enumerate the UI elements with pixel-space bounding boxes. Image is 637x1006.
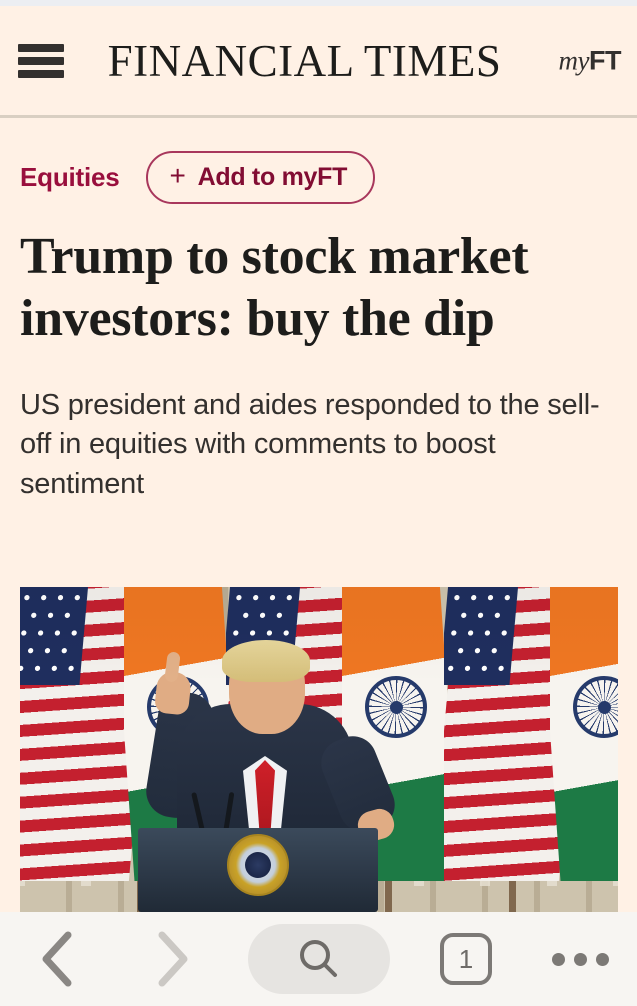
hamburger-bar: [18, 56, 64, 65]
ellipsis-dot: [573, 952, 587, 966]
red-tie: [255, 760, 275, 848]
add-to-myft-button[interactable]: + Add to myFT: [145, 151, 376, 204]
myft-my-text: my: [558, 45, 590, 75]
tabs-button[interactable]: 1: [435, 928, 497, 990]
plus-icon: +: [169, 160, 186, 191]
myft-logo[interactable]: myFT: [558, 45, 622, 75]
chevron-left-icon: [42, 931, 72, 987]
back-button[interactable]: [26, 928, 88, 990]
chevron-right-icon: [158, 931, 188, 987]
podium: [138, 828, 378, 912]
us-stars: [20, 587, 89, 685]
ellipsis-dot: [595, 952, 609, 966]
us-stars: [444, 587, 519, 685]
hamburger-bar: [18, 43, 64, 52]
myft-ft-text: FT: [589, 45, 622, 75]
ellipsis-dot: [551, 952, 565, 966]
presidential-seal-icon: [227, 834, 289, 896]
ft-masthead-logo[interactable]: FINANCIAL TIMES: [107, 35, 502, 86]
status-strip: [0, 0, 637, 6]
india-flag: [342, 587, 450, 881]
us-canton: [444, 587, 519, 685]
browser-toolbar: 1: [0, 912, 637, 1006]
tab-count-badge: 1: [440, 933, 492, 985]
add-to-myft-label: Add to myFT: [197, 162, 348, 191]
site-header: FINANCIAL TIMES myFT: [0, 6, 637, 118]
topic-row: Equities + Add to myFT: [0, 121, 637, 204]
search-icon: [300, 940, 337, 977]
hamburger-bar: [18, 69, 64, 78]
topic-label-equities[interactable]: Equities: [20, 162, 120, 192]
article-container: Equities + Add to myFT Trump to stock ma…: [0, 121, 637, 504]
search-address-button[interactable]: [248, 924, 390, 994]
hamburger-menu-icon[interactable]: [18, 41, 64, 81]
hair: [222, 640, 310, 682]
ashoka-chakra-icon: [365, 676, 427, 738]
forward-button[interactable]: [142, 928, 204, 990]
us-canton: [20, 587, 89, 685]
photo-scene: [20, 587, 618, 912]
india-flag: [550, 587, 618, 881]
article-standfirst: US president and aides responded to the …: [20, 388, 600, 500]
ashoka-chakra-icon: [573, 676, 618, 738]
article-lead-image[interactable]: [20, 587, 618, 912]
more-menu-button[interactable]: [545, 928, 615, 990]
article-headline: Trump to stock market investors: buy the…: [20, 228, 529, 347]
